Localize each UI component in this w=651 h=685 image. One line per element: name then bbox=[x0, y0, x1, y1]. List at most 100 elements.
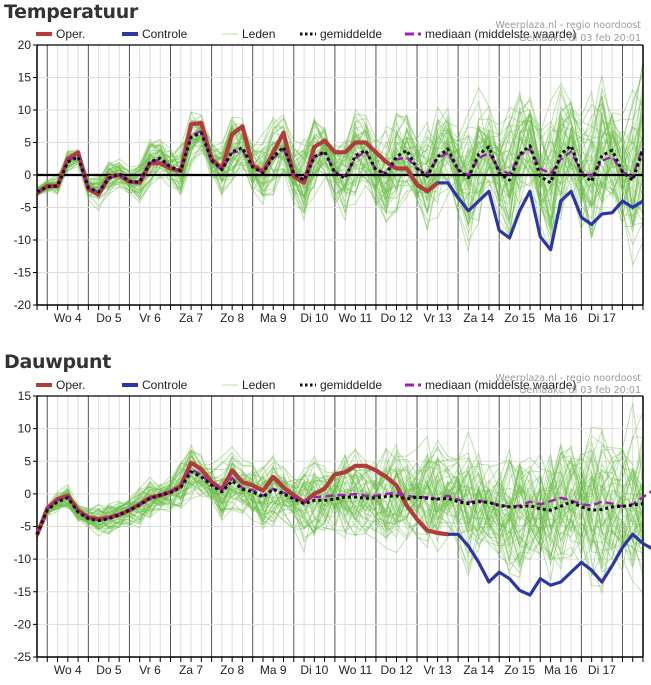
y-tick-label: 20 bbox=[18, 38, 32, 52]
member-line bbox=[36, 461, 644, 582]
member-line bbox=[36, 113, 644, 212]
member-line bbox=[36, 429, 644, 579]
x-day-label: Wo 11 bbox=[339, 311, 373, 325]
member-line bbox=[36, 460, 644, 566]
x-day-label: Do 5 bbox=[96, 663, 122, 677]
member-line bbox=[36, 92, 644, 217]
temperature-title: Temperatuur bbox=[4, 1, 139, 23]
member-line bbox=[36, 436, 644, 574]
member-line bbox=[36, 105, 644, 204]
legend-label: Oper. bbox=[56, 27, 85, 41]
members-group bbox=[36, 403, 644, 594]
y-tick-label: -5 bbox=[20, 520, 31, 534]
legend: Oper. Controle Leden gemiddelde mediaan (mid… bbox=[36, 27, 576, 41]
legend-item-gemiddelde[interactable]: gemiddelde bbox=[300, 378, 382, 392]
member-line bbox=[36, 96, 644, 237]
legend-item-mediaan[interactable]: mediaan (middelste waarde) bbox=[405, 27, 576, 41]
x-day-label: Do 12 bbox=[380, 663, 412, 677]
member-line bbox=[36, 111, 644, 226]
x-day-label: Za 14 bbox=[463, 663, 494, 677]
legend-label: Leden bbox=[242, 378, 275, 392]
member-line bbox=[36, 426, 644, 547]
y-tick-label: 0 bbox=[24, 487, 31, 501]
x-day-label: Di 10 bbox=[300, 311, 328, 325]
member-line bbox=[36, 120, 644, 225]
member-line bbox=[36, 464, 644, 567]
member-line bbox=[36, 445, 644, 549]
credit-source: Weerplaza.nl - regio noordoost bbox=[495, 20, 641, 31]
temperature-panel: Temperatuur 20 15 10 5 0 -5 -10 -15 -20 Wo 4 Do 5 V… bbox=[0, 0, 651, 340]
x-day-label: Do 12 bbox=[380, 311, 412, 325]
member-line bbox=[36, 80, 644, 237]
member-line bbox=[36, 435, 644, 542]
x-day-label: Vr 6 bbox=[139, 311, 161, 325]
member-line bbox=[36, 114, 644, 228]
x-day-label: Do 5 bbox=[96, 311, 122, 325]
legend-item-controle[interactable]: Controle bbox=[122, 378, 188, 392]
series-gemiddelde bbox=[35, 470, 644, 535]
x-day-label: Zo 15 bbox=[504, 663, 535, 677]
y-tick-label: 0 bbox=[24, 168, 31, 182]
legend-label: gemiddelde bbox=[320, 27, 382, 41]
member-line bbox=[36, 85, 644, 214]
y-tick-label: 15 bbox=[18, 71, 32, 85]
member-line bbox=[36, 452, 644, 577]
legend-label: Controle bbox=[142, 378, 188, 392]
member-line bbox=[36, 451, 644, 559]
member-line bbox=[36, 98, 644, 236]
legend-label: Oper. bbox=[56, 378, 85, 392]
legend-item-oper[interactable]: Oper. bbox=[36, 27, 85, 41]
member-line bbox=[36, 442, 644, 559]
y-tick-label: -10 bbox=[14, 233, 32, 247]
member-line bbox=[36, 454, 644, 545]
legend-item-gemiddelde[interactable]: gemiddelde bbox=[300, 27, 382, 41]
member-line bbox=[36, 449, 644, 578]
legend-label: gemiddelde bbox=[320, 378, 382, 392]
legend-item-oper[interactable]: Oper. bbox=[36, 378, 85, 392]
member-line bbox=[36, 447, 644, 573]
member-line bbox=[36, 110, 644, 232]
member-line bbox=[36, 115, 644, 225]
member-line bbox=[36, 113, 644, 231]
series-mediaan bbox=[36, 129, 645, 194]
member-line bbox=[36, 451, 644, 554]
member-line bbox=[36, 441, 644, 569]
member-line bbox=[36, 403, 644, 566]
x-day-label: Za 14 bbox=[463, 311, 494, 325]
member-line bbox=[36, 448, 644, 558]
x-day-label: Ma 16 bbox=[544, 663, 578, 677]
member-line bbox=[36, 96, 644, 237]
member-line bbox=[36, 105, 644, 233]
legend-item-leden[interactable]: Leden bbox=[222, 27, 275, 41]
member-line bbox=[36, 95, 644, 227]
member-line bbox=[36, 116, 644, 225]
series-mediaan bbox=[35, 467, 651, 535]
legend-item-controle[interactable]: Controle bbox=[122, 27, 188, 41]
legend-item-leden[interactable]: Leden bbox=[222, 378, 275, 392]
x-day-label: Wo 4 bbox=[54, 311, 82, 325]
temperature-chart: 20 15 10 5 0 -5 -10 -15 -20 Wo 4 Do 5 Vr 6 Za 7 Zo 8 M… bbox=[14, 20, 645, 325]
x-day-label: Za 7 bbox=[179, 311, 203, 325]
member-line bbox=[36, 101, 644, 211]
credit-timestamp: Gemaakt: di 03 feb 20:01 bbox=[519, 33, 641, 44]
x-day-label: Di 10 bbox=[300, 663, 328, 677]
member-line bbox=[36, 455, 644, 594]
x-day-label: Zo 8 bbox=[220, 663, 244, 677]
member-line bbox=[36, 449, 644, 561]
x-day-label: Ma 16 bbox=[544, 311, 578, 325]
legend-item-mediaan[interactable]: mediaan (middelste waarde) bbox=[405, 378, 576, 392]
member-line bbox=[36, 82, 644, 224]
y-tick-label: -15 bbox=[14, 585, 32, 599]
x-day-label: Zo 15 bbox=[504, 311, 535, 325]
x-day-label: Za 7 bbox=[179, 663, 203, 677]
member-line bbox=[36, 74, 644, 231]
grid bbox=[36, 395, 644, 658]
legend-label: mediaan (middelste waarde) bbox=[425, 378, 576, 392]
y-tick-label: -20 bbox=[14, 617, 32, 631]
member-line bbox=[36, 451, 644, 570]
x-day-label: Vr 13 bbox=[423, 663, 452, 677]
y-tick-label: 5 bbox=[24, 136, 31, 150]
credit-timestamp: Gemaakt: di 03 feb 20:01 bbox=[519, 385, 641, 396]
y-tick-label: 10 bbox=[18, 422, 32, 436]
